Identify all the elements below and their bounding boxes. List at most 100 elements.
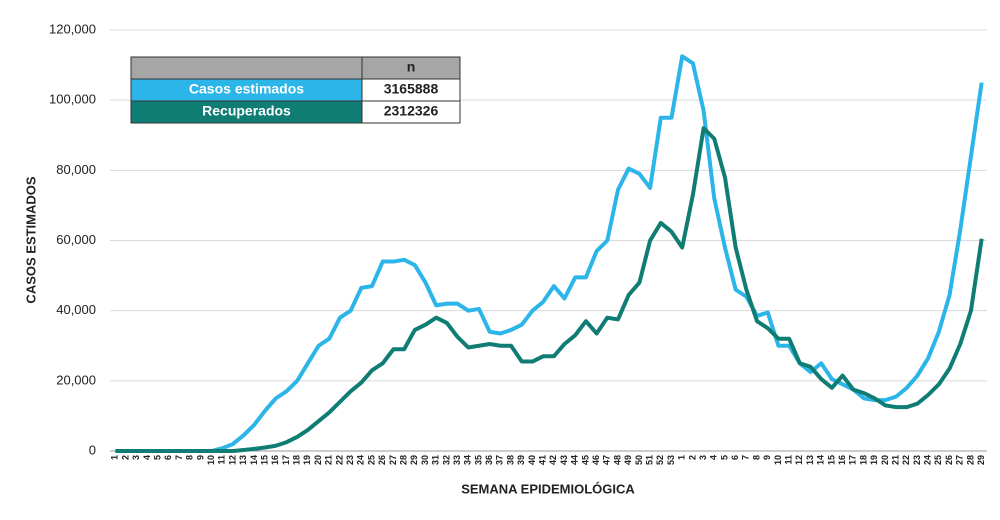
x-tick-label: 48 <box>612 455 622 465</box>
x-tick-label: 28 <box>965 455 975 465</box>
x-axis-label: SEMANA EPIDEMIOLÓGICA <box>461 481 635 496</box>
x-tick-label: 26 <box>944 455 954 465</box>
legend-label: Casos estimados <box>189 81 304 97</box>
x-tick-label: 24 <box>923 455 933 465</box>
x-tick-label: 17 <box>848 455 858 465</box>
x-tick-label: 50 <box>634 455 644 465</box>
table-cell <box>361 100 461 124</box>
y-tick-label: 80,000 <box>56 162 96 177</box>
x-tick-label: 8 <box>751 455 761 460</box>
x-tick-label: 21 <box>890 455 900 465</box>
x-tick-label: 1 <box>110 455 120 460</box>
x-tick-label: 2 <box>120 455 130 460</box>
x-tick-label: 51 <box>644 455 654 465</box>
x-tick-label: 6 <box>163 455 173 460</box>
x-tick-label: 6 <box>730 455 740 460</box>
x-tick-label: 1 <box>677 455 687 460</box>
x-tick-label: 27 <box>955 455 965 465</box>
x-tick-label: 13 <box>238 455 248 465</box>
x-tick-label: 35 <box>473 455 483 465</box>
x-tick-label: 37 <box>495 455 505 465</box>
x-tick-label: 52 <box>655 455 665 465</box>
x-tick-label: 5 <box>719 455 729 460</box>
x-tick-label: 31 <box>431 455 441 465</box>
x-tick-label: 23 <box>912 455 922 465</box>
x-tick-label: 4 <box>709 455 719 460</box>
x-tick-label: 9 <box>195 455 205 460</box>
x-tick-label: 30 <box>420 455 430 465</box>
x-tick-label: 5 <box>153 455 163 460</box>
x-tick-label: 46 <box>591 455 601 465</box>
x-tick-label: 26 <box>377 455 387 465</box>
x-tick-label: 12 <box>794 455 804 465</box>
x-tick-label: 16 <box>270 455 280 465</box>
table-total: 3165888 <box>384 81 439 97</box>
line-series <box>115 126 984 453</box>
x-tick-label: 19 <box>869 455 879 465</box>
y-tick-label: 100,000 <box>49 92 96 107</box>
x-tick-label: 25 <box>366 455 376 465</box>
x-tick-label: 14 <box>249 455 259 465</box>
x-tick-label: 18 <box>858 455 868 465</box>
x-tick-label: 21 <box>324 455 334 465</box>
x-tick-label: 3 <box>131 455 141 460</box>
table-total: 2312326 <box>384 103 439 119</box>
x-tick-label: 11 <box>217 455 227 465</box>
x-tick-label: 9 <box>762 455 772 460</box>
x-tick-label: 42 <box>548 455 558 465</box>
x-tick-label: 7 <box>741 455 751 460</box>
x-tick-label: 17 <box>281 455 291 465</box>
y-tick-label: 40,000 <box>56 302 96 317</box>
x-tick-label: 10 <box>206 455 216 465</box>
x-tick-label: 22 <box>901 455 911 465</box>
x-tick-label: 28 <box>398 455 408 465</box>
x-tick-label: 15 <box>259 455 269 465</box>
y-tick-label: 0 <box>89 442 96 457</box>
x-tick-label: 12 <box>227 455 237 465</box>
x-tick-label: 53 <box>666 455 676 465</box>
x-tick-label: 27 <box>388 455 398 465</box>
x-tick-label: 45 <box>580 455 590 465</box>
x-tick-label: 20 <box>313 455 323 465</box>
x-tick-label: 36 <box>484 455 494 465</box>
x-tick-label: 43 <box>559 455 569 465</box>
x-tick-label: 19 <box>302 455 312 465</box>
x-tick-label: 47 <box>602 455 612 465</box>
x-tick-label: 25 <box>933 455 943 465</box>
x-tick-label: 40 <box>527 455 537 465</box>
x-tick-label: 34 <box>463 455 473 465</box>
x-tick-label: 33 <box>452 455 462 465</box>
x-tick-label: 13 <box>805 455 815 465</box>
x-tick-label: 24 <box>356 455 366 465</box>
x-tick-label: 11 <box>784 455 794 465</box>
x-tick-label: 3 <box>698 455 708 460</box>
x-tick-label: 38 <box>505 455 515 465</box>
x-tick-label: 22 <box>334 455 344 465</box>
y-tick-label: 60,000 <box>56 232 96 247</box>
y-tick-label: 20,000 <box>56 372 96 387</box>
x-tick-label: 7 <box>174 455 184 460</box>
x-tick-label: 29 <box>976 455 986 465</box>
table-header: n <box>407 59 416 75</box>
x-tick-label: 41 <box>538 455 548 465</box>
x-tick-label: 4 <box>142 455 152 460</box>
legend-label: Recuperados <box>202 103 291 119</box>
y-axis-label: CASOS ESTIMADOS <box>23 176 38 303</box>
x-tick-label: 39 <box>516 455 526 465</box>
x-tick-label: 18 <box>292 455 302 465</box>
y-tick-label: 120,000 <box>49 21 96 36</box>
x-tick-label: 49 <box>623 455 633 465</box>
x-tick-label: 44 <box>570 455 580 465</box>
x-tick-label: 20 <box>880 455 890 465</box>
x-tick-label: 10 <box>773 455 783 465</box>
x-tick-label: 14 <box>816 455 826 465</box>
x-tick-label: 8 <box>185 455 195 460</box>
x-tick-label: 32 <box>441 455 451 465</box>
x-tick-label: 15 <box>826 455 836 465</box>
x-tick-label: 16 <box>837 455 847 465</box>
x-tick-label: 2 <box>687 455 697 460</box>
x-tick-label: 29 <box>409 455 419 465</box>
x-tick-label: 23 <box>345 455 355 465</box>
table-header-cell <box>130 56 363 80</box>
